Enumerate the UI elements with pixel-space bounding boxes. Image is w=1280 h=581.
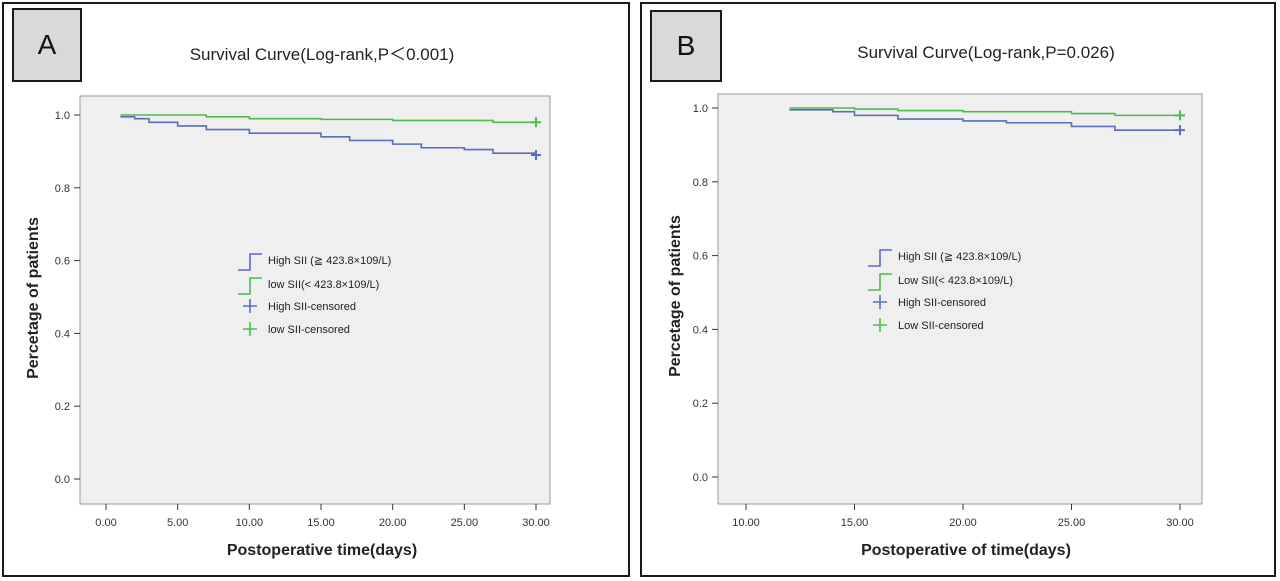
y-tick-label: 0.0 [693, 472, 708, 484]
censor-mark-low-sii [531, 117, 541, 128]
chart-a: Survival Curve(Log-rank,P＜0.001) 0.0 0.2 0.… [25, 45, 551, 559]
x-tick-label: 20.00 [949, 517, 977, 529]
censor-mark-high-sii [1175, 125, 1185, 136]
y-tick-label: 1.0 [693, 103, 708, 115]
y-tick-label: 0.6 [55, 256, 70, 268]
legend-label: High SII (≧ 423.8×109/L) [898, 251, 1021, 263]
legend-censor-symbol [243, 299, 257, 313]
legend-label: Low SII-censored [898, 320, 984, 332]
x-tick-label: 5.00 [167, 517, 188, 529]
series-line-high-sii [120, 116, 537, 156]
legend-censor-symbol [873, 318, 887, 332]
censor-mark-high-sii [531, 150, 541, 161]
y-tick-label: 0.0 [55, 474, 70, 486]
y-axis-label: Percetage of patients [25, 217, 42, 379]
y-axis-label: Percetage of patients [667, 215, 684, 377]
x-tick-label: 15.00 [307, 517, 335, 529]
y-tick-label: 0.8 [693, 177, 708, 189]
x-tick-label: 10.00 [236, 517, 264, 529]
chart-b: Survival Curve(Log-rank,P=0.026) 0.0 0.2 0.… [667, 43, 1203, 559]
y-tick-label: 0.8 [55, 183, 70, 195]
chart-title: Survival Curve(Log-rank,P＜0.001) [190, 45, 455, 64]
x-axis-label: Postoperative of time(days) [861, 542, 1071, 559]
x-tick-label: 15.00 [841, 517, 869, 529]
x-axis-label: Postoperative time(days) [227, 542, 417, 559]
x-tick-label: 20.00 [379, 517, 407, 529]
plot-area [79, 95, 551, 505]
x-tick-label: 25.00 [1058, 517, 1086, 529]
legend-label: low SII-censored [268, 324, 350, 336]
legend-label: High SII-censored [268, 301, 356, 313]
legend-censor-symbol [873, 295, 887, 309]
legend-label: Low SII(< 423.8×109/L) [898, 275, 1013, 287]
y-tick-label: 1.0 [55, 110, 70, 122]
legend-censor-symbol [243, 322, 257, 336]
plot-area [717, 93, 1203, 505]
chart-title: Survival Curve(Log-rank,P=0.026) [857, 43, 1114, 62]
legend-label: High SII (≧ 423.8×109/L) [268, 255, 391, 267]
legend-label: low SII(< 423.8×109/L) [268, 279, 379, 291]
panel-b-label: B [650, 10, 722, 82]
legend-swatch-line [868, 249, 892, 267]
y-tick-label: 0.2 [55, 401, 70, 413]
x-tick-label: 10.00 [732, 517, 760, 529]
series-line-high-sii [789, 109, 1180, 131]
y-tick-label: 0.6 [693, 251, 708, 263]
censor-mark-low-sii [1175, 110, 1185, 121]
series-line-low-sii [789, 107, 1180, 117]
x-tick-label: 0.00 [95, 517, 116, 529]
series-line-low-sii [120, 114, 536, 124]
y-tick-label: 0.4 [693, 324, 708, 336]
legend-swatch-line [238, 277, 262, 295]
legend-swatch-line [868, 273, 892, 291]
panel-a-label: A [12, 8, 82, 82]
y-tick-label: 0.4 [55, 328, 70, 340]
legend-label: High SII-censored [898, 297, 986, 309]
x-tick-label: 30.00 [522, 517, 550, 529]
y-tick-label: 0.2 [693, 398, 708, 410]
x-tick-label: 25.00 [451, 517, 479, 529]
legend-swatch-line [238, 253, 262, 271]
x-tick-label: 30.00 [1166, 517, 1194, 529]
